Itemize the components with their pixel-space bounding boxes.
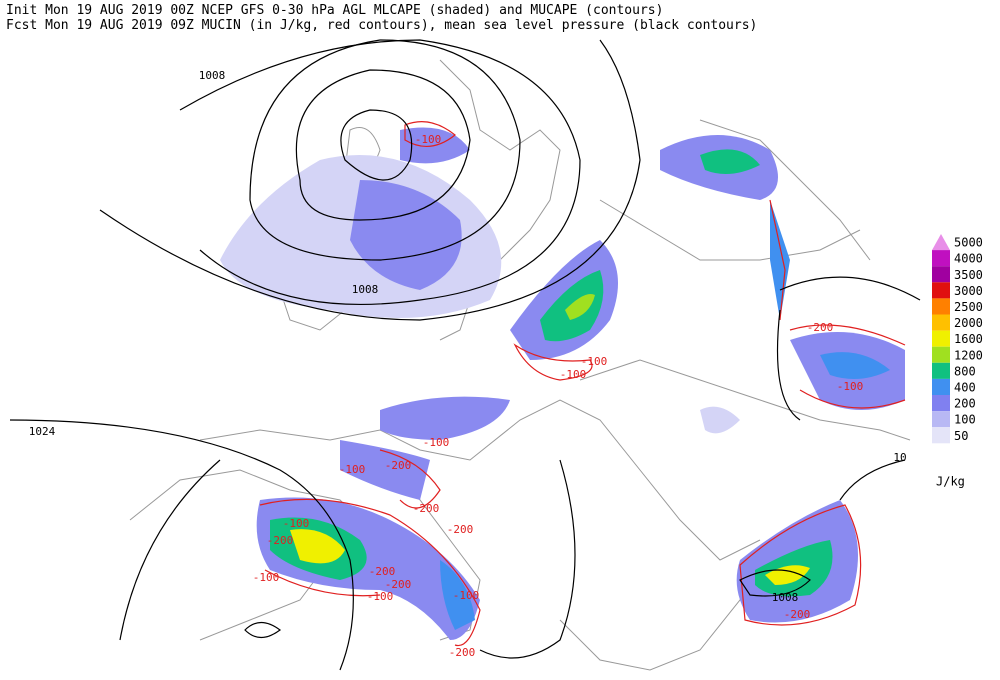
legend-label: 3500 (954, 268, 983, 282)
legend-label: 3000 (954, 284, 983, 298)
cin-label: -200 (413, 502, 440, 515)
legend-label: 2500 (954, 300, 983, 314)
cin-label: -200 (447, 523, 474, 536)
isobar-label: 1008 (772, 591, 799, 604)
legend-label: 2000 (954, 316, 983, 330)
legend-swatch (932, 298, 950, 315)
cin-contours (259, 121, 906, 647)
cin-label: -100 (339, 463, 366, 476)
legend-label: 4000 (954, 252, 983, 266)
cin-label: -100 (837, 380, 864, 393)
cin-label: -100 (367, 590, 394, 603)
legend-swatch (932, 362, 950, 379)
cin-label: -200 (449, 646, 476, 659)
legend-swatch (932, 378, 950, 395)
cin-label: -100 (581, 355, 608, 368)
legend-swatch (932, 266, 950, 283)
legend-label: 1600 (954, 332, 983, 346)
cin-label: -200 (807, 321, 834, 334)
isobar-label: 1008 (199, 69, 226, 82)
isobar-label: 1024 (29, 425, 56, 438)
cin-label: -200 (369, 565, 396, 578)
isobars (9, 39, 921, 671)
legend-swatch (932, 282, 950, 299)
cin-label: -200 (784, 608, 811, 621)
cin-label: -200 (385, 578, 412, 591)
legend-swatch (932, 314, 950, 331)
cin-label: -100 (423, 436, 450, 449)
cin-label: -100 (560, 368, 587, 381)
cape-shading (220, 127, 905, 640)
cin-label: -100 (253, 571, 280, 584)
legend-unit: J/kg (936, 475, 965, 489)
cin-label: -100 (453, 589, 480, 602)
legend-swatch (932, 234, 950, 251)
legend-swatch (932, 427, 950, 444)
cin-label: -100 (415, 133, 442, 146)
cin-label: -200 (385, 459, 412, 472)
legend: 5000 4000 3500 3000 2500 2000 1600 1200 800 400 20… (932, 234, 983, 444)
cin-label: -200 (267, 534, 294, 547)
header-line: Fcst Mon 19 AUG 2019 09Z MUCIN (in J/kg,… (6, 18, 757, 33)
legend-label: 400 (954, 380, 976, 394)
legend-label: 1200 (954, 348, 983, 362)
isobar-label: 10 (893, 451, 906, 464)
legend-label: 200 (954, 397, 976, 411)
legend-label: 800 (954, 364, 976, 378)
legend-swatch (932, 411, 950, 428)
header-line: Init Mon 19 AUG 2019 00Z NCEP GFS 0-30 h… (6, 3, 663, 18)
cin-labels: -100 -100 -100 -200 -100 -100 -100 -200 … (253, 133, 864, 659)
legend-label: 50 (954, 429, 968, 443)
legend-swatch (932, 346, 950, 363)
legend-swatch (932, 330, 950, 347)
cin-label: -100 (283, 517, 310, 530)
isobar-labels: 1008 1008 1024 1008 10 (29, 69, 907, 604)
legend-label: 5000 (954, 236, 983, 250)
legend-swatch (932, 395, 950, 412)
legend-swatch (932, 250, 950, 267)
legend-label: 100 (954, 413, 976, 427)
isobar-label: 1008 (352, 283, 379, 296)
